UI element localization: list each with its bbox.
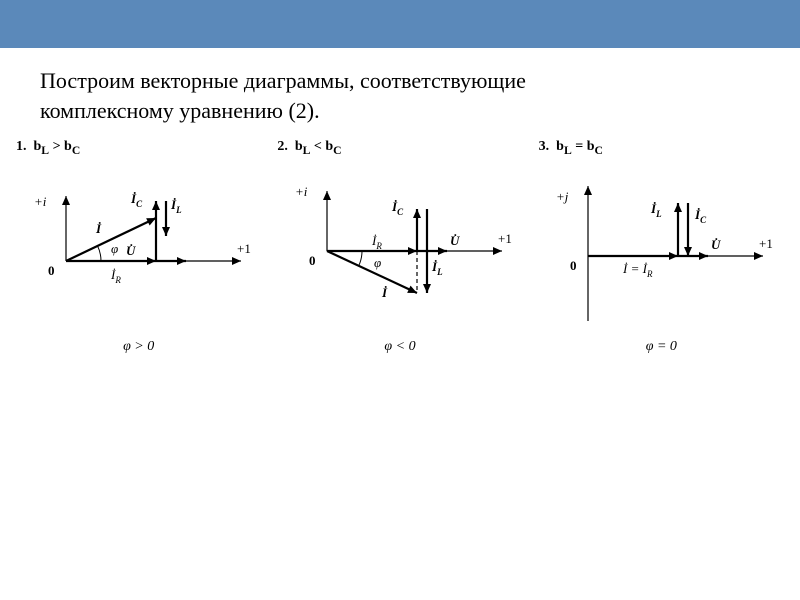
svg-text:İ: İ [381, 285, 388, 300]
svg-text:+1: +1 [237, 241, 251, 256]
title-line2: комплексному уравнению (2). [40, 98, 320, 123]
case-label: 1. bL > bC [8, 139, 80, 157]
phi-label: φ < 0 [384, 339, 415, 355]
svg-text:İR: İR [110, 267, 121, 285]
svg-text:0: 0 [570, 258, 577, 273]
phi-label: φ = 0 [646, 339, 677, 355]
phasor-svg: +i +1 0 U̇ İR İC İL İφ [11, 161, 267, 331]
phi-label: φ > 0 [123, 339, 154, 355]
svg-text:φ: φ [111, 241, 118, 256]
svg-text:İC: İC [391, 199, 404, 217]
svg-text:U̇: U̇ [450, 233, 460, 248]
diagrams-row: 1. bL > bC +i +1 0 U̇ İR İC İL İφ φ > 0 2. bL < bC… [0, 135, 800, 355]
svg-text:+i: +i [295, 184, 308, 199]
svg-text:İL: İL [650, 201, 662, 219]
svg-text:U̇: U̇ [126, 243, 136, 258]
phasor-svg: +i +1 0 U̇ İR İC İL İφ [272, 161, 528, 331]
svg-text:+j: +j [556, 189, 569, 204]
svg-text:İR: İR [371, 233, 382, 251]
svg-text:İL: İL [431, 259, 443, 277]
svg-text:+1: +1 [759, 236, 773, 251]
case-label: 2. bL < bC [269, 139, 341, 157]
phasor-panel-3: 3. bL = bC +j +1 0 U̇ İ = İR İL İC φ = 0 [531, 139, 792, 355]
svg-text:İ: İ [95, 221, 102, 236]
title-line1: Построим векторные диаграммы, соответств… [40, 68, 526, 93]
svg-text:+1: +1 [498, 231, 512, 246]
svg-text:İ = İR: İ = İR [622, 261, 653, 279]
phasor-svg: +j +1 0 U̇ İ = İR İL İC [533, 161, 789, 331]
svg-text:İL: İL [170, 197, 182, 215]
phasor-panel-1: 1. bL > bC +i +1 0 U̇ İR İC İL İφ φ > 0 [8, 139, 269, 355]
svg-text:+i: +i [34, 194, 47, 209]
svg-text:φ: φ [374, 255, 381, 270]
svg-text:0: 0 [48, 263, 55, 278]
svg-text:0: 0 [309, 253, 316, 268]
svg-text:U̇: U̇ [711, 237, 721, 252]
svg-text:İC: İC [694, 207, 707, 225]
phasor-panel-2: 2. bL < bC +i +1 0 U̇ İR İC İL İφ φ < 0 [269, 139, 530, 355]
case-label: 3. bL = bC [531, 139, 603, 157]
page-title: Построим векторные диаграммы, соответств… [0, 48, 800, 135]
svg-text:İC: İC [130, 191, 143, 209]
header-bar [0, 0, 800, 48]
